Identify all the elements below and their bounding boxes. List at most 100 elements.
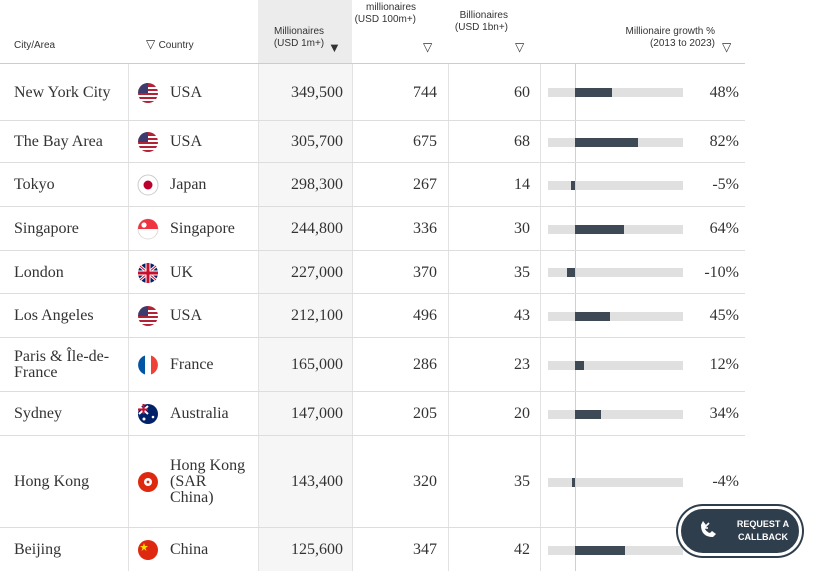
centi-millionaires: 320	[413, 473, 437, 490]
flag	[137, 82, 159, 104]
flag-icon	[138, 82, 158, 103]
centi-millionaires: 496	[413, 307, 437, 324]
cell-rule	[258, 207, 259, 250]
growth-label: 48%	[709, 83, 739, 101]
cell-rule	[352, 163, 353, 206]
cell-rule	[128, 338, 129, 391]
flag-icon	[138, 306, 158, 326]
country: UK	[170, 263, 194, 281]
sorted-header-bg	[258, 0, 352, 63]
cell-rule	[128, 294, 129, 337]
millionaires: 305,700	[291, 133, 343, 150]
sort-icon[interactable]: ▼	[328, 40, 341, 55]
cell-rule	[128, 207, 129, 250]
cell-rule	[128, 64, 129, 120]
cell-rule	[352, 338, 353, 391]
cell-rule	[540, 528, 541, 571]
sort-icon[interactable]: ▽	[423, 40, 433, 54]
cell-rule	[540, 392, 541, 435]
cell-rule	[448, 392, 449, 435]
city: Sydney	[14, 405, 62, 422]
billionaires: 14	[514, 176, 530, 193]
sort-icon[interactable]: ▽	[722, 40, 732, 54]
billionaires: 35	[514, 473, 530, 490]
growth-track	[548, 268, 683, 277]
header[interactable]: City/Area	[14, 40, 56, 51]
growth-label: -5%	[712, 176, 739, 193]
centi-millionaires: 205	[413, 405, 437, 422]
centi-millionaires: 267	[413, 176, 437, 193]
header[interactable]: ▽ Country	[146, 37, 194, 51]
cell-rule	[352, 251, 353, 293]
row-rule	[0, 337, 745, 338]
cell-rule	[352, 436, 353, 527]
city: Singapore	[14, 220, 79, 237]
cell-rule	[352, 64, 353, 120]
growth-axis	[575, 251, 576, 293]
growth-label: 45%	[709, 307, 739, 324]
cell-rule	[448, 528, 449, 571]
flag	[137, 354, 159, 376]
cell-rule	[258, 163, 259, 206]
city: Paris & Île-de-France	[14, 348, 110, 381]
cell-rule	[258, 392, 259, 435]
flag	[137, 403, 159, 425]
city: Tokyo	[14, 176, 55, 193]
growth-bar	[575, 360, 585, 370]
callback-text[interactable]: REQUEST A CALLBACK	[736, 519, 790, 542]
flag	[137, 471, 159, 493]
city: New York City	[14, 83, 111, 101]
growth-label: -10%	[704, 263, 739, 281]
flag-icon	[137, 218, 159, 240]
cell-rule	[448, 64, 449, 120]
header[interactable]: Millionaires (USD 1m+)	[273, 26, 325, 49]
sort-icon[interactable]: ▽	[515, 40, 525, 54]
cell-rule	[540, 338, 541, 391]
country: USA	[170, 83, 203, 101]
growth-label: 34%	[709, 405, 739, 422]
flag-icon	[138, 355, 158, 375]
header[interactable]: Centi-millionaires (USD 100m+)	[354, 0, 416, 25]
header-text: Country	[158, 40, 194, 51]
cell-rule	[352, 121, 353, 162]
growth-track	[548, 311, 683, 321]
cell-rule	[258, 294, 259, 337]
flag	[137, 262, 159, 284]
cell-rule	[128, 436, 129, 527]
city: Los Angeles	[14, 307, 94, 324]
cell-rule	[448, 251, 449, 293]
row-rule	[0, 206, 745, 207]
millionaires: 125,600	[291, 541, 343, 558]
cell-rule	[258, 528, 259, 571]
cell-rule	[128, 392, 129, 435]
billionaires: 20	[514, 405, 530, 422]
city: Beijing	[14, 541, 62, 558]
row-rule	[0, 293, 745, 294]
cell-rule	[448, 294, 449, 337]
millionaires: 143,400	[291, 473, 343, 490]
header[interactable]: Millionaire growth % (2013 to 2023)	[625, 26, 715, 49]
centi-millionaires: 370	[413, 263, 437, 281]
row-rule	[0, 527, 745, 528]
row-rule	[0, 120, 745, 121]
billionaires: 68	[514, 133, 530, 150]
flag	[137, 305, 159, 327]
growth-label: 82%	[709, 133, 739, 150]
billionaires: 23	[514, 356, 530, 373]
phone-icon	[701, 521, 716, 537]
flag	[137, 131, 159, 153]
millionaires: 227,000	[291, 263, 343, 281]
millionaires: 349,500	[291, 83, 343, 101]
country: Hong Kong (SAR China)	[170, 457, 246, 506]
cell-rule	[258, 338, 259, 391]
row-rule	[0, 250, 745, 251]
cell-rule	[128, 251, 129, 293]
country: Singapore	[170, 220, 235, 237]
header[interactable]: Billionaires (USD 1bn+)	[454, 10, 508, 33]
cell-rule	[540, 436, 541, 527]
cell-rule	[352, 294, 353, 337]
cell-rule	[540, 294, 541, 337]
header-rule	[0, 63, 745, 64]
flag-icon	[138, 540, 158, 560]
callback-button[interactable]: REQUEST A CALLBACK	[678, 506, 802, 556]
